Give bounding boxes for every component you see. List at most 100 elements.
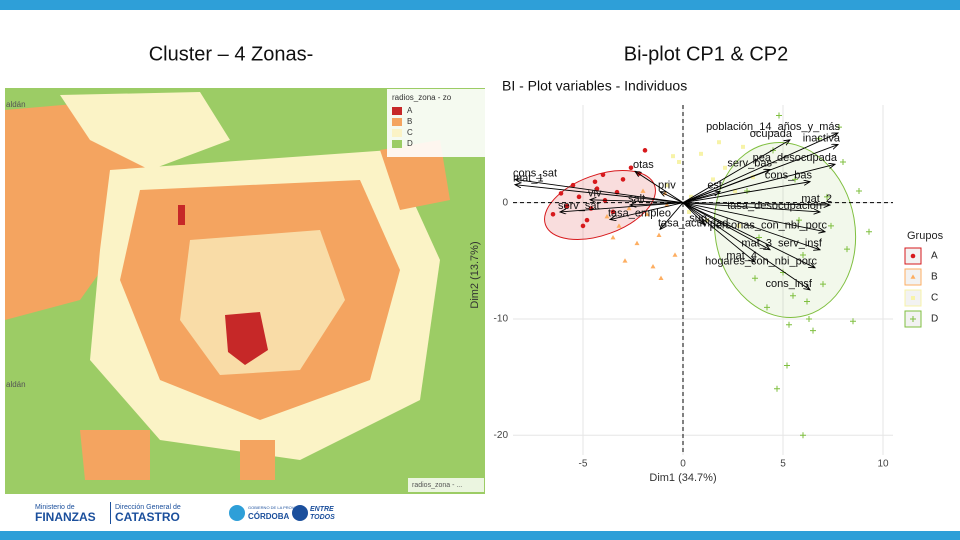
point [592, 179, 598, 185]
point [810, 327, 816, 334]
point [804, 298, 810, 305]
bottom-bar [0, 531, 960, 540]
footer-text: FINANZAS [35, 510, 96, 524]
loading-arrow [682, 202, 825, 232]
map-legend-swatch [392, 107, 402, 115]
point [699, 151, 703, 156]
loading-arrow [682, 164, 835, 204]
variable-label: priv [658, 180, 676, 192]
point [723, 165, 727, 170]
point [626, 205, 632, 211]
point [751, 175, 755, 180]
legend-label: C [931, 293, 938, 304]
map-legend-label: C [407, 128, 413, 137]
x-tick-label: 5 [780, 459, 786, 470]
point [800, 432, 806, 439]
x-axis-label: Dim1 (34.7%) [649, 472, 716, 484]
point [658, 275, 664, 281]
map-legend-swatch [392, 118, 402, 126]
footer-text: ENTRE [310, 506, 334, 513]
chart-title: BI - Plot variables - Individuos [502, 78, 687, 94]
variable-label: población_14_años_y_más [706, 121, 840, 133]
place-label: aldán [6, 380, 26, 389]
variable-label: serv_insf [778, 238, 823, 250]
variable-label: mat_2 [801, 193, 832, 205]
point [604, 214, 610, 219]
map: radios_zona - zo radios_zona - ... aldán… [5, 88, 485, 494]
y-tick-label: -10 [494, 314, 509, 325]
point [866, 228, 872, 235]
point [911, 296, 915, 300]
point [856, 188, 862, 195]
y-tick-label: -20 [494, 430, 509, 441]
map-zone [240, 440, 275, 480]
point [620, 177, 626, 182]
map-legend-title: radios_zona - zo [392, 93, 452, 102]
x-tick-label: 10 [877, 459, 889, 470]
point [671, 154, 675, 159]
legend-label: B [931, 272, 938, 283]
footer-text: GOBIERNO DE LA PROVINCIA [248, 505, 305, 510]
loading-arrow [682, 202, 815, 268]
map-zone [80, 430, 150, 480]
variable-label: est [707, 180, 722, 192]
point [711, 177, 715, 182]
legend-label: D [931, 314, 938, 325]
point [600, 172, 606, 178]
logo [292, 505, 308, 521]
point [824, 193, 830, 200]
map-legend-swatch [392, 140, 402, 148]
point [816, 135, 822, 142]
point [828, 222, 834, 229]
point [796, 217, 802, 224]
point [640, 188, 646, 193]
point [764, 304, 770, 311]
footer-text: TODOS [310, 514, 335, 521]
point [776, 112, 782, 119]
point [665, 183, 669, 188]
map-legend-label: D [407, 139, 413, 148]
point [610, 209, 616, 215]
point [737, 223, 741, 228]
point [687, 209, 691, 214]
map-legend-label: A [407, 106, 413, 115]
map-zone [60, 92, 230, 170]
loading-arrow [682, 133, 838, 204]
point [756, 234, 762, 241]
loading-arrow [682, 170, 770, 204]
variable-label: ocupada [750, 128, 793, 140]
legend-label: A [931, 251, 938, 262]
point [610, 234, 616, 240]
point [790, 292, 796, 299]
point [844, 246, 850, 253]
left-heading: Cluster – 4 Zonas- [149, 43, 314, 65]
top-bar [0, 0, 960, 10]
point [786, 321, 792, 328]
logo [229, 505, 245, 521]
variable-label: mat_1 [513, 173, 544, 185]
loading-arrow [610, 202, 684, 220]
point [800, 252, 806, 258]
point [836, 124, 842, 131]
loading-arrow [660, 192, 684, 204]
point [717, 140, 721, 145]
variable-label: hogares_con_nbi_porc [705, 256, 817, 268]
loading-arrow [660, 202, 684, 230]
point [752, 275, 758, 282]
map-zone [380, 140, 450, 210]
loading-arrow [560, 202, 684, 212]
point [705, 218, 709, 223]
variable-label: pea_desocupada [753, 152, 838, 164]
loading-arrow [682, 203, 830, 205]
variable-label: salt [628, 193, 645, 205]
point [570, 182, 576, 188]
y-axis-label: Dim2 (13.7%) [469, 241, 481, 308]
loading-arrow [682, 202, 755, 262]
point [741, 144, 745, 149]
point [792, 176, 798, 183]
point [628, 165, 634, 171]
point [672, 252, 678, 257]
point [584, 217, 590, 223]
point [644, 211, 650, 217]
